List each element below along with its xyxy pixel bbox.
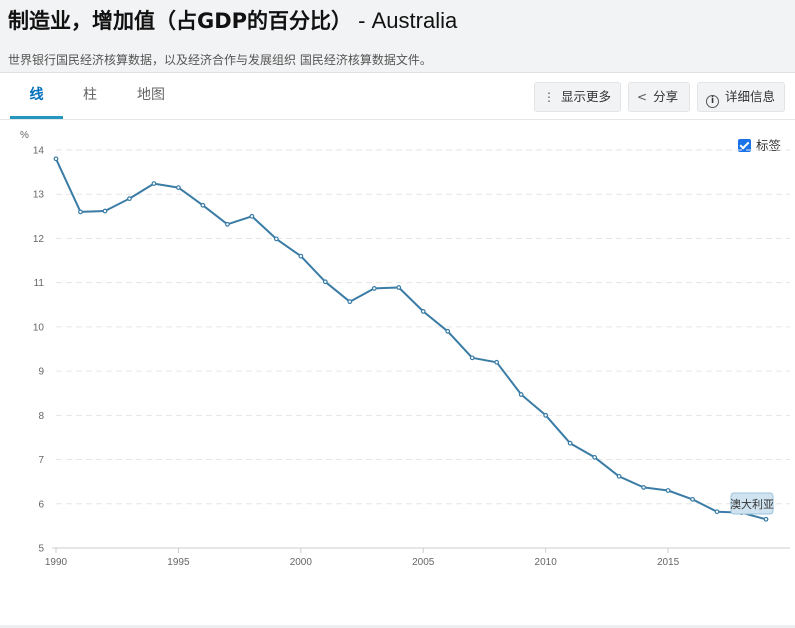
details-button[interactable]: i 详细信息	[697, 82, 785, 112]
data-point[interactable]	[127, 196, 132, 202]
show-more-label: 显示更多	[561, 89, 612, 104]
y-tick-label: 6	[38, 499, 44, 510]
details-label: 详细信息	[725, 89, 776, 104]
y-tick-label: 13	[33, 190, 45, 201]
data-point[interactable]	[249, 213, 255, 219]
label-toggle[interactable]: 标签	[738, 135, 781, 154]
data-point[interactable]	[224, 221, 230, 227]
source-note: 世界银行国民经济核算数据，以及经济合作与发展组织 国民经济核算数据文件。	[8, 53, 432, 67]
data-point[interactable]	[102, 208, 108, 214]
y-tick-label: 14	[33, 146, 45, 157]
share-icon: <	[637, 90, 648, 104]
data-point[interactable]	[273, 236, 279, 242]
page-header: 制造业，增加值（占GDP的百分比） - Australia 世界银行国民经济核算…	[0, 0, 795, 72]
series-group: 澳大利亚	[53, 156, 774, 522]
data-point[interactable]	[396, 285, 402, 290]
show-more-button[interactable]: ⋮ 显示更多	[534, 82, 621, 112]
chart-type-tabs: 线 柱 地图	[0, 73, 300, 119]
data-point[interactable]	[665, 488, 671, 493]
data-point[interactable]	[690, 496, 695, 502]
share-button[interactable]: < 分享	[628, 82, 690, 112]
y-tick-label: 5	[38, 544, 44, 555]
share-label: 分享	[653, 89, 679, 104]
y-axis-ticks: 5 6 7 8 9 10 11 12 13 14	[33, 146, 45, 555]
toolbar-divider	[0, 119, 795, 120]
info-icon: i	[706, 95, 719, 108]
x-tick-label: 2015	[657, 557, 680, 568]
data-point[interactable]	[469, 355, 475, 361]
data-point[interactable]	[347, 299, 353, 305]
tab-map[interactable]: 地图	[137, 87, 165, 103]
data-point[interactable]	[641, 485, 646, 490]
bottom-strip	[0, 625, 795, 628]
x-axis: 1990 1995 2000 2005 2010 2015	[45, 547, 790, 568]
data-point[interactable]	[445, 328, 451, 334]
data-point[interactable]	[592, 454, 598, 460]
x-tick-label: 2005	[412, 557, 435, 568]
label-toggle-text: 标签	[756, 138, 782, 153]
tab-bar[interactable]: 柱	[83, 87, 97, 103]
series-label-box	[730, 492, 774, 515]
data-point[interactable]	[567, 440, 573, 446]
data-point[interactable]	[151, 181, 157, 187]
more-vertical-icon: ⋮	[543, 90, 555, 104]
data-point[interactable]	[714, 509, 720, 515]
y-tick-label: 9	[38, 367, 44, 378]
data-point[interactable]	[543, 412, 549, 418]
data-point[interactable]	[371, 286, 377, 291]
data-point[interactable]	[78, 209, 83, 215]
x-tick-label: 2010	[535, 557, 558, 568]
data-point[interactable]	[176, 185, 181, 190]
data-point[interactable]	[298, 253, 304, 259]
country-name: - Australia	[352, 8, 458, 33]
data-point[interactable]	[200, 202, 206, 208]
data-point[interactable]	[494, 359, 500, 365]
x-tick-label: 2000	[290, 557, 313, 568]
x-tick-label: 1990	[45, 557, 68, 568]
series-line	[55, 158, 767, 521]
data-point[interactable]	[322, 279, 328, 285]
y-tick-label: 7	[38, 455, 44, 466]
series-label: 澳大利亚	[730, 497, 774, 511]
y-tick-label: 11	[34, 278, 45, 289]
x-tick-label: 1995	[167, 557, 190, 568]
label-checkbox[interactable]	[738, 139, 751, 152]
data-point[interactable]	[53, 156, 59, 162]
data-point[interactable]	[518, 392, 524, 397]
tab-line[interactable]: 线	[10, 73, 63, 119]
y-axis-unit: %	[20, 130, 29, 141]
y-tick-label: 8	[38, 411, 44, 422]
data-point[interactable]	[763, 516, 769, 522]
y-tick-label: 10	[33, 322, 45, 333]
chart-panel: 线 柱 地图 ⋮ 显示更多 < 分享 i 详细信息 标签	[0, 72, 795, 628]
y-tick-label: 12	[33, 234, 45, 245]
page-title: 制造业，增加值（占GDP的百分比） - Australia	[8, 5, 457, 35]
grid-lines	[56, 149, 790, 505]
data-point[interactable]	[616, 473, 622, 479]
indicator-title: 制造业，增加值（占GDP的百分比）	[8, 9, 353, 33]
data-point[interactable]	[420, 309, 426, 314]
